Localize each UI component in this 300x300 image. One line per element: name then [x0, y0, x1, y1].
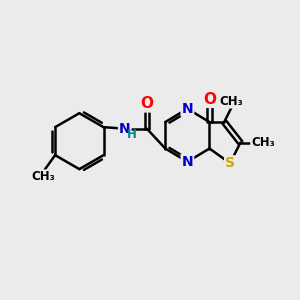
Text: O: O	[140, 96, 153, 111]
Text: N: N	[119, 122, 130, 136]
Text: CH₃: CH₃	[32, 170, 56, 183]
Text: H: H	[127, 128, 136, 141]
Text: N: N	[182, 155, 193, 169]
Text: S: S	[225, 156, 235, 170]
Text: N: N	[182, 102, 193, 116]
Text: CH₃: CH₃	[251, 136, 275, 149]
Text: CH₃: CH₃	[220, 94, 243, 108]
Text: O: O	[203, 92, 216, 107]
